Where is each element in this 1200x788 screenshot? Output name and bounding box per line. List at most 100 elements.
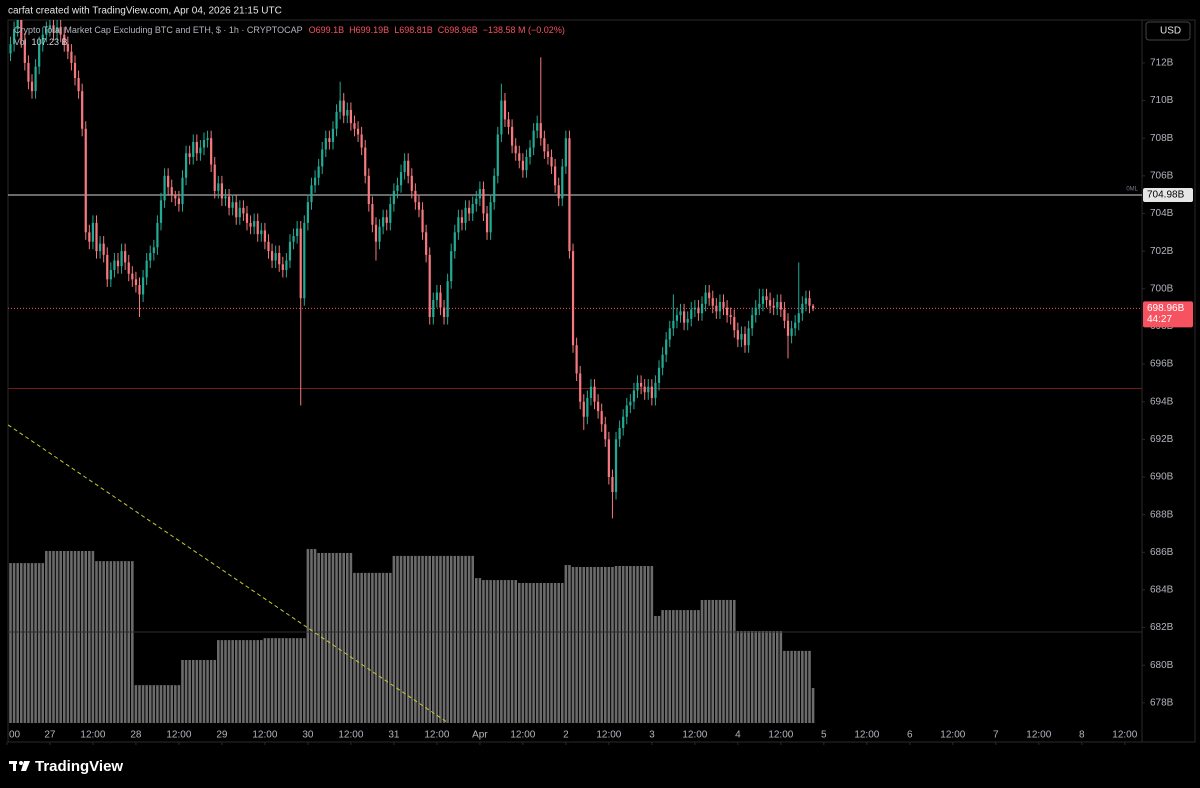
legend: Crypto Total Market Cap Excluding BTC an… <box>14 25 565 35</box>
candle-body <box>292 236 295 242</box>
candle-body <box>432 300 435 318</box>
candle-body <box>120 251 123 267</box>
volume-bar <box>643 566 646 723</box>
x-tick-label: 2 <box>563 730 569 741</box>
volume-bar <box>804 650 808 723</box>
volume-bar <box>503 580 507 723</box>
candle-body <box>654 382 657 398</box>
candle-body <box>801 303 804 314</box>
candle-body <box>607 439 610 477</box>
brand: TradingView <box>35 758 123 775</box>
volume-bar <box>356 572 360 723</box>
volume-bar <box>532 582 535 723</box>
candle-body <box>410 175 413 191</box>
candle-body <box>360 134 363 148</box>
y-tick-label: 712B <box>1150 58 1174 69</box>
y-tick-label: 690B <box>1150 472 1174 483</box>
x-tick-label: 12:00 <box>1112 730 1137 741</box>
volume-bar <box>30 563 34 723</box>
volume-bar <box>227 640 231 723</box>
volume-bar <box>360 572 363 723</box>
logo-dot <box>19 761 23 765</box>
volume-bar <box>707 599 711 723</box>
candle-body <box>417 202 421 210</box>
candle-body <box>604 424 607 440</box>
x-tick-label: 12:00 <box>338 730 363 741</box>
volume-bar <box>575 566 578 723</box>
x-tick-label: 3 <box>649 730 655 741</box>
candle-body <box>571 251 575 346</box>
volume-bar <box>664 610 668 723</box>
candle-body <box>192 141 195 158</box>
candle-body <box>296 228 299 237</box>
candle-body <box>256 221 259 235</box>
volume-bar <box>199 660 202 723</box>
volume-bar <box>389 572 392 723</box>
volume-bar <box>37 563 41 723</box>
volume-bar <box>9 563 12 723</box>
candle-body <box>335 111 338 129</box>
candle-body <box>331 128 335 142</box>
candle-body <box>59 27 62 35</box>
candle-body <box>786 320 790 336</box>
volume-bar <box>55 551 59 723</box>
candle-body <box>715 305 718 312</box>
volume-bar <box>492 580 496 723</box>
y-tick-label: 708B <box>1150 133 1174 144</box>
candle-body <box>227 196 231 208</box>
candle-body <box>213 164 216 191</box>
candle-body <box>167 175 170 188</box>
candle-body <box>435 292 438 301</box>
candle-body <box>743 333 747 346</box>
volume-bar <box>775 630 779 723</box>
volume-bar <box>371 572 374 723</box>
volume-bar <box>700 599 704 723</box>
candle-body <box>575 345 578 374</box>
volume-bar <box>220 640 224 723</box>
volume-bar <box>689 610 693 723</box>
volume-bar <box>406 555 410 723</box>
volume-bar <box>335 552 338 723</box>
volume-bar <box>256 640 260 723</box>
volume-bar <box>510 580 514 723</box>
candle-body <box>751 315 754 329</box>
candle-body <box>159 200 163 223</box>
volume-bar <box>586 566 589 723</box>
volume-bar <box>231 640 234 723</box>
volume-bar <box>686 610 689 723</box>
volume-bar <box>496 580 500 723</box>
logo-stem <box>13 761 16 771</box>
candle-body <box>206 138 209 141</box>
candle-body <box>690 309 693 319</box>
volume-bar <box>338 552 342 723</box>
candle-body <box>772 305 775 308</box>
candle-body <box>425 232 428 255</box>
candle-body <box>220 183 224 199</box>
candle-body <box>625 405 628 417</box>
candle-body <box>532 130 535 148</box>
candle-body <box>170 187 173 195</box>
candle-body <box>421 209 424 233</box>
candle-body <box>511 126 514 146</box>
currency-button[interactable] <box>1145 21 1191 41</box>
volume-value: 107.23 B <box>32 37 68 47</box>
candle-body <box>489 202 492 233</box>
candle-body <box>27 62 30 82</box>
volume-bar <box>740 630 743 723</box>
currency[interactable]: USD <box>1160 26 1181 37</box>
y-tick-label: 684B <box>1150 585 1174 596</box>
candle-body <box>374 224 378 242</box>
x-tick-label: 12:00 <box>80 730 105 741</box>
candle-body <box>525 157 528 171</box>
volume-bar <box>797 650 801 723</box>
volume-bar <box>546 582 550 723</box>
volume-bar <box>636 566 639 723</box>
x-tick-label: 12:00 <box>854 730 879 741</box>
volume-bar <box>765 630 768 723</box>
volume-bar <box>568 565 571 723</box>
x-tick-label: 31 <box>388 730 400 741</box>
volume-bar <box>392 555 396 723</box>
volume-bar <box>213 660 217 723</box>
volume-bar <box>736 630 740 723</box>
candle-body <box>457 217 460 233</box>
